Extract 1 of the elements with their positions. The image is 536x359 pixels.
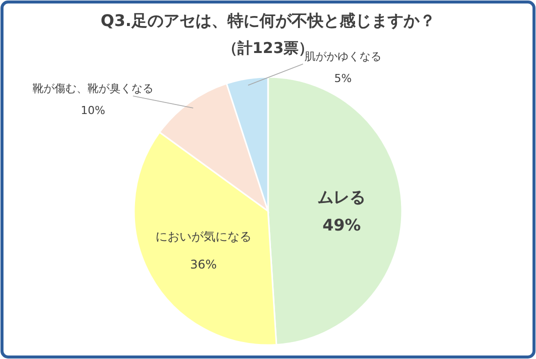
title: Q3.足のアセは、特に何が不快と感じますか？ xyxy=(100,11,436,30)
